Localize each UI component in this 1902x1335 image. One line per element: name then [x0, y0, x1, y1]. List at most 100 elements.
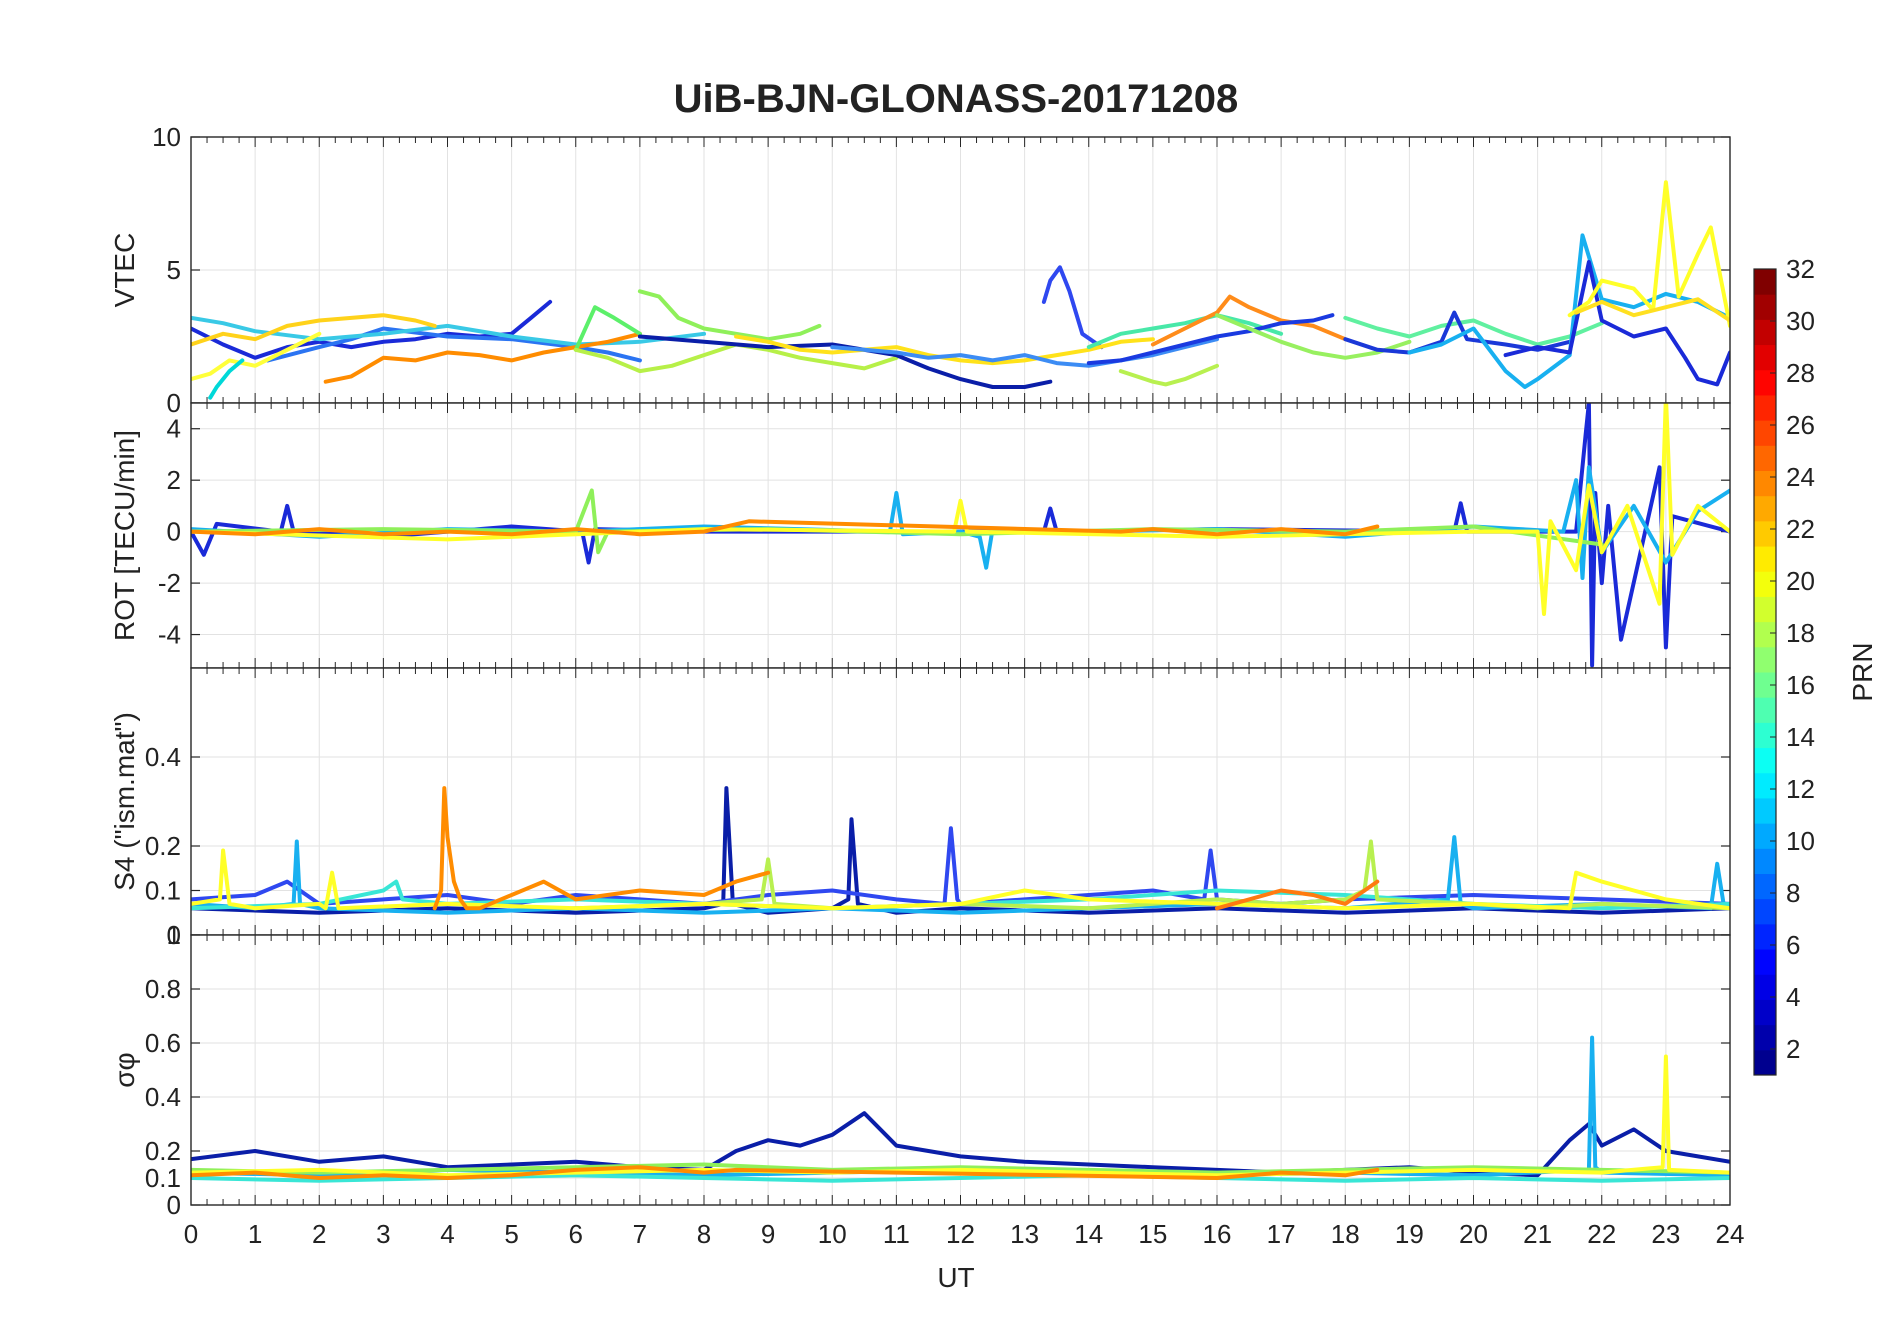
- panel-frame: [190, 934, 1731, 1206]
- y-tick-label: 0: [167, 1190, 181, 1220]
- series-line-18: [1118, 363, 1219, 387]
- series-line-3: [191, 1162, 1730, 1175]
- x-tick-label: 24: [1716, 1219, 1745, 1249]
- colorbar-tick-label: 22: [1786, 514, 1815, 544]
- colorbar-segment: [1754, 1024, 1776, 1051]
- y-axis-label: VTEC: [109, 233, 140, 308]
- colorbar-tick-label: 30: [1786, 306, 1815, 336]
- colorbar-segment: [1754, 797, 1776, 824]
- y-tick-label: 0.2: [145, 831, 181, 861]
- colorbar-segment: [1754, 722, 1776, 749]
- colorbar-tick-label: 8: [1786, 878, 1800, 908]
- colorbar-segment: [1754, 344, 1776, 371]
- colorbar-tick-label: 14: [1786, 722, 1815, 752]
- x-tick-label: 18: [1331, 1219, 1360, 1249]
- colorbar-segment: [1754, 420, 1776, 446]
- x-axis: 0 1 2 3 4 5 6 7 8 9 10 11 12 13 14 15 16 17 18 19 20 21 22 23 24: [184, 1219, 1745, 1249]
- x-tick-label: 16: [1203, 1219, 1232, 1249]
- series-line-7: [1215, 879, 1380, 911]
- colorbar-segment: [1754, 621, 1776, 648]
- x-tick-label: 1: [248, 1219, 262, 1249]
- y-axis-label: σφ: [109, 1052, 140, 1087]
- series-line-24: [1574, 297, 1730, 323]
- colorbar-segment: [1754, 949, 1776, 975]
- series-line-8: [637, 289, 822, 342]
- series-line-14: [1086, 313, 1284, 350]
- x-tick-label: 7: [633, 1219, 647, 1249]
- y-tick-label: 0.1: [145, 876, 181, 906]
- y-tick-label: 1: [167, 920, 181, 950]
- y-tick-label: 0.8: [145, 974, 181, 1004]
- colorbar-tick-label: 4: [1786, 982, 1800, 1012]
- colorbar-segment: [1754, 470, 1776, 497]
- x-tick-label: 11: [883, 1219, 910, 1249]
- colorbar-segment: [1754, 747, 1776, 774]
- colorbar-segment: [1754, 848, 1776, 874]
- colorbar-segment: [1754, 369, 1776, 396]
- x-tick-label: 15: [1138, 1219, 1167, 1249]
- colorbar-segment: [1754, 571, 1776, 597]
- series-line-0: [191, 299, 553, 360]
- series-line-7: [573, 305, 642, 352]
- x-tick-label: 8: [697, 1219, 711, 1249]
- y-tick-label: 0.1: [145, 1163, 181, 1193]
- series-line-4: [191, 519, 1380, 537]
- series-group: [191, 180, 1730, 400]
- x-tick-label: 0: [184, 1219, 198, 1249]
- y-tick-label: 5: [167, 255, 181, 285]
- y-axis-label: ROT [TECU/min]: [109, 430, 140, 641]
- colorbar-segment: [1754, 596, 1776, 623]
- colorbar-segment: [1754, 1049, 1776, 1076]
- colorbar-tick-label: 32: [1786, 254, 1815, 284]
- x-tick-label: 21: [1523, 1219, 1552, 1249]
- series-line-10: [637, 334, 1053, 389]
- colorbar-segment: [1754, 546, 1776, 572]
- x-tick-label: 12: [946, 1219, 975, 1249]
- colorbar-segment: [1754, 294, 1776, 320]
- x-axis-label: UT: [937, 1262, 974, 1293]
- colorbar-tick-label: 26: [1786, 410, 1815, 440]
- colorbar-segment: [1754, 772, 1776, 799]
- colorbar-segment: [1754, 646, 1776, 673]
- colorbar-segment: [1754, 445, 1776, 471]
- y-tick-label: 2: [167, 465, 181, 495]
- x-tick-label: 5: [504, 1219, 518, 1249]
- colorbar-tick-label: 2: [1786, 1034, 1800, 1064]
- y-tick-label: 0: [167, 388, 181, 418]
- y-tick-label: 10: [152, 122, 181, 152]
- series-line-16: [1086, 313, 1335, 366]
- y-tick-label: -2: [158, 568, 181, 598]
- colorbar-tick-label: 12: [1786, 774, 1815, 804]
- colorbar-tick-label: 18: [1786, 618, 1815, 648]
- y-tick-label: 4: [167, 414, 181, 444]
- series-line-6: [432, 786, 771, 911]
- series-line-23: [1567, 180, 1730, 328]
- series-line-19: [1343, 315, 1604, 347]
- x-tick-label: 20: [1459, 1219, 1488, 1249]
- colorbar-segment: [1754, 269, 1776, 295]
- series-group: [191, 403, 1730, 668]
- colorbar-segment: [1754, 520, 1776, 547]
- series-line-3: [191, 313, 437, 347]
- y-tick-label: 0.2: [145, 1136, 181, 1166]
- series-line-11: [1041, 265, 1104, 350]
- series-line-6: [323, 331, 642, 384]
- panel-vtec: 0 5 10 VTEC: [109, 122, 1731, 418]
- colorbar-segment: [1754, 823, 1776, 849]
- x-tick-label: 19: [1395, 1219, 1424, 1249]
- colorbar-segment: [1754, 319, 1776, 346]
- series-line-15: [1150, 294, 1348, 347]
- series-line-1: [265, 326, 642, 363]
- colorbar-segment: [1754, 898, 1776, 925]
- series-line-17: [1215, 313, 1412, 360]
- x-tick-label: 2: [312, 1219, 326, 1249]
- y-tick-label: 0: [167, 920, 181, 950]
- colorbar-tick-label: 20: [1786, 566, 1815, 596]
- colorbar-tick-label: 6: [1786, 930, 1800, 960]
- x-tick-label: 10: [818, 1219, 847, 1249]
- colorbar-segment: [1754, 873, 1776, 900]
- y-tick-label: 0.6: [145, 1028, 181, 1058]
